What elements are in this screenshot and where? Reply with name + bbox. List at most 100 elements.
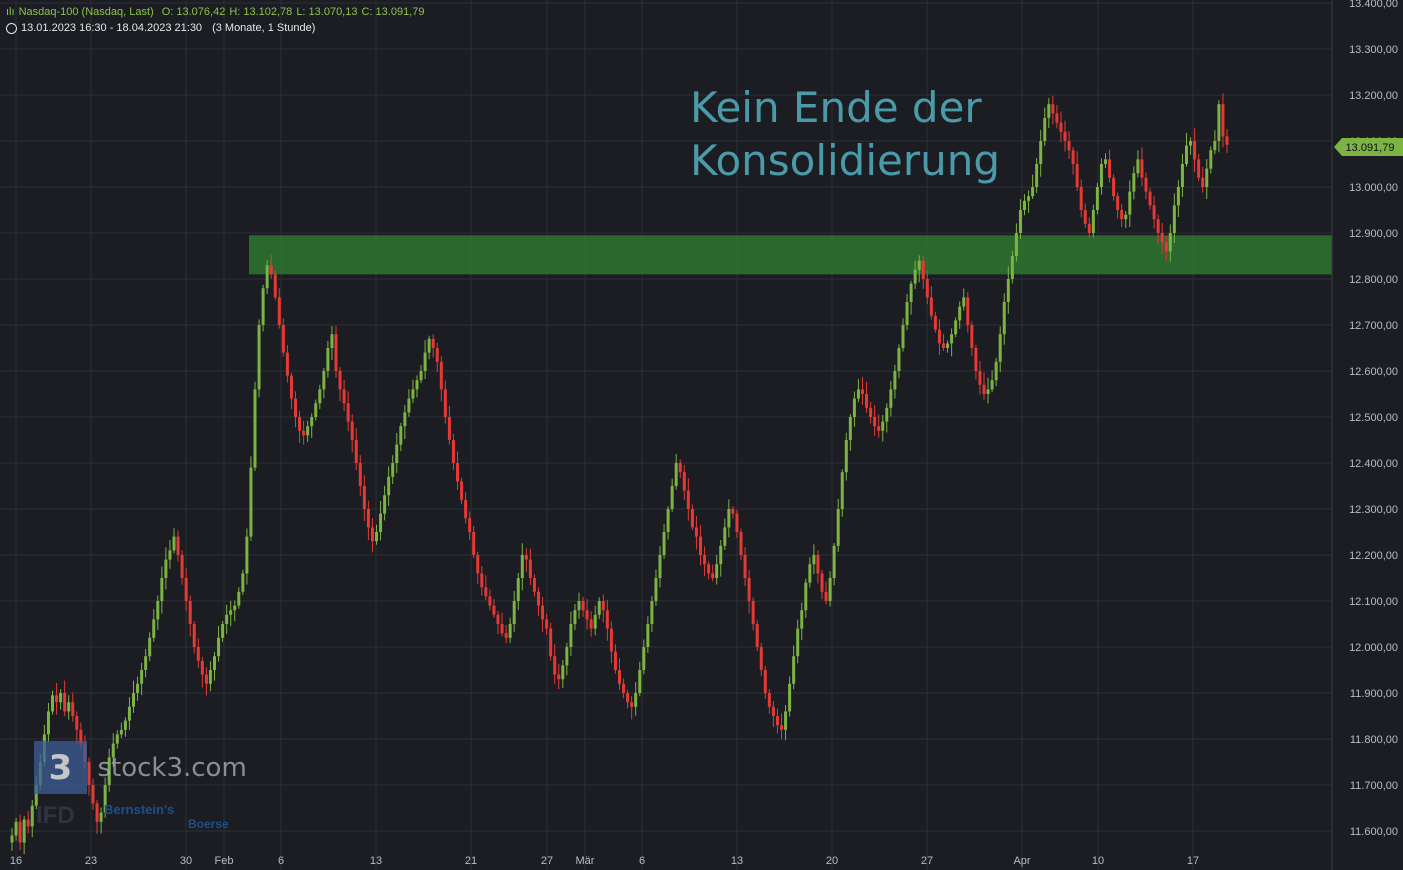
annotation-line-1: Kein Ende der [690, 83, 982, 132]
candle-body [55, 695, 59, 703]
candle-body [618, 670, 621, 684]
candle-body [840, 472, 844, 509]
candle-body [1027, 196, 1031, 201]
candle-body [140, 670, 144, 684]
resistance-zone [249, 235, 1332, 275]
candle-body [836, 509, 840, 546]
candle-body [520, 555, 524, 578]
candle-body [1144, 177, 1148, 192]
candle-body [670, 486, 674, 509]
candle-body [545, 619, 549, 629]
candle-body [508, 624, 512, 638]
candle-body [1176, 187, 1180, 206]
candle-body [496, 614, 500, 624]
candle-body [723, 527, 727, 546]
candle-body [176, 536, 180, 555]
candle-body [775, 716, 779, 726]
candle-body [257, 325, 261, 390]
candle-body [917, 260, 921, 270]
candle-body [528, 559, 532, 578]
candle-body [75, 716, 79, 730]
candle-body [314, 403, 318, 417]
candle-body [1217, 104, 1221, 141]
candle-body [164, 559, 168, 578]
y-tick-label: 12.900,00 [1349, 228, 1398, 240]
x-tick-label: Apr [1013, 855, 1030, 867]
candle-body [686, 490, 690, 509]
candle-body [18, 821, 22, 843]
candle-body [678, 463, 682, 473]
candle-body [1067, 141, 1071, 151]
candle-body [763, 670, 767, 693]
candle-body [933, 315, 937, 330]
candle-body [338, 371, 342, 390]
candle-body [1189, 141, 1193, 146]
y-tick-label: 11.600,00 [1350, 826, 1398, 838]
time-axis[interactable]: 16 23 30 Feb 6 13 21 27 Mär 6 13 20 27 Apr 10 17 [10, 855, 1199, 867]
candle-body [1031, 187, 1035, 197]
candle-body [484, 587, 488, 597]
y-tick-label: 11.700,00 [1350, 780, 1398, 792]
candle-body [703, 555, 707, 565]
candle-body [95, 803, 99, 822]
candle-body [91, 785, 95, 804]
y-tick-label: 12.100,00 [1349, 596, 1398, 608]
candle-body [561, 665, 565, 680]
candle-body [302, 430, 306, 436]
candle-body [796, 628, 800, 657]
candle-body [152, 619, 156, 638]
candle-body [456, 463, 459, 482]
candle-body [950, 334, 954, 344]
candle-body [832, 545, 836, 578]
candle-body [800, 610, 804, 629]
candle-body [516, 578, 520, 601]
price-axis[interactable]: 11.600,00 11.700,00 11.800,00 11.900,00 12.0… [1349, 0, 1398, 838]
candle-body [289, 375, 293, 399]
candle-body [755, 624, 759, 647]
candle-body [460, 481, 464, 500]
candle-body [848, 417, 852, 440]
candle-body [399, 426, 403, 445]
candle-body [861, 389, 864, 394]
candle-body [241, 573, 245, 592]
candle-body [816, 555, 820, 574]
candle-body [532, 578, 536, 592]
candle-body [1140, 159, 1144, 178]
candle-body [306, 426, 310, 436]
candle-body [435, 348, 439, 362]
candle-body [792, 656, 796, 684]
candle-body [419, 371, 423, 381]
candle-body [828, 578, 832, 601]
candle-body [966, 297, 970, 325]
candle-body [715, 564, 719, 578]
candle-body [626, 693, 630, 703]
candle-body [638, 670, 642, 693]
candle-body [407, 398, 411, 413]
y-tick-label: 13.000,00 [1349, 182, 1398, 194]
candle-body [1099, 164, 1103, 187]
candle-body [634, 693, 638, 707]
candle-body [144, 656, 148, 670]
candle-body [1039, 141, 1043, 164]
candle-body [1136, 159, 1140, 174]
candle-body [707, 564, 711, 574]
candle-body [954, 320, 958, 335]
candle-body [439, 361, 443, 390]
candle-body [375, 532, 378, 542]
candle-body [711, 573, 715, 578]
candle-body [269, 265, 273, 275]
candle-body [1071, 150, 1075, 164]
candle-body [747, 578, 751, 601]
candle-body [326, 348, 330, 371]
candle-body [464, 499, 468, 519]
candle-body [1059, 122, 1063, 132]
candle-body [1095, 187, 1099, 210]
candle-body [1205, 168, 1209, 187]
candle-body [34, 785, 38, 806]
x-tick-label: 13 [731, 855, 743, 867]
y-tick-label: 13.200,00 [1349, 90, 1398, 102]
candle-body [310, 417, 314, 427]
candle-body [1221, 104, 1225, 137]
candle-body [622, 683, 626, 693]
